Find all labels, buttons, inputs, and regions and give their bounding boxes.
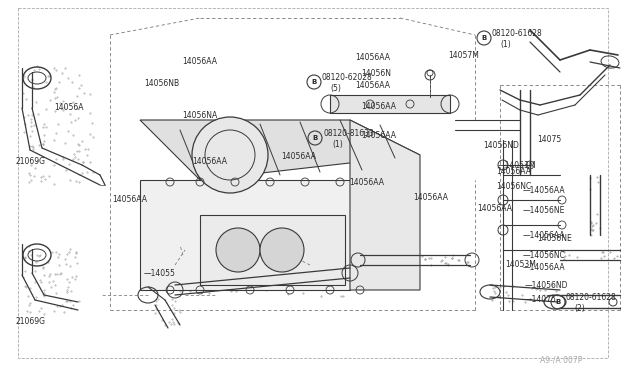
Text: B: B: [556, 299, 561, 305]
Text: 14075: 14075: [538, 135, 562, 144]
Text: 14056AA: 14056AA: [349, 178, 384, 187]
Text: B: B: [481, 35, 486, 41]
Text: 14056AA: 14056AA: [362, 102, 397, 110]
Text: B: B: [312, 135, 317, 141]
Bar: [200, 215, 345, 285]
Text: (1): (1): [500, 39, 511, 48]
Text: 14056NA: 14056NA: [182, 111, 218, 120]
Text: 14056NC: 14056NC: [496, 182, 531, 190]
Text: 14056A: 14056A: [54, 103, 84, 112]
Circle shape: [216, 228, 260, 272]
Text: 08120-62028: 08120-62028: [322, 73, 372, 81]
Text: 14056NB: 14056NB: [144, 79, 179, 88]
Text: 14056AA: 14056AA: [362, 131, 397, 140]
Text: 08120-61628: 08120-61628: [492, 29, 543, 38]
Text: 14056AA: 14056AA: [282, 152, 317, 161]
Text: 14056ND: 14056ND: [483, 141, 519, 150]
Text: 21069G: 21069G: [16, 157, 46, 166]
Text: —14056AA: —14056AA: [523, 231, 566, 240]
Text: —14056ND: —14056ND: [525, 280, 568, 289]
Text: A9-/A 007P: A9-/A 007P: [540, 356, 582, 365]
Text: 14057M: 14057M: [448, 51, 479, 60]
Text: 08120-81633: 08120-81633: [324, 128, 375, 138]
Text: (1): (1): [332, 140, 343, 148]
Text: —14075: —14075: [525, 295, 557, 305]
Circle shape: [192, 117, 268, 193]
Polygon shape: [350, 120, 420, 290]
Text: 14056AA: 14056AA: [192, 157, 227, 166]
Text: —14055: —14055: [144, 269, 176, 278]
Text: (2): (2): [574, 304, 585, 312]
Text: —14056AA: —14056AA: [523, 186, 566, 195]
Text: —14056AA: —14056AA: [523, 263, 566, 273]
Polygon shape: [140, 120, 420, 180]
Polygon shape: [140, 180, 350, 290]
Text: 14056N: 14056N: [362, 69, 392, 78]
Circle shape: [609, 298, 617, 306]
Text: 14053M: 14053M: [506, 260, 536, 269]
Text: 14056NE: 14056NE: [538, 234, 572, 243]
Text: 14056AA: 14056AA: [182, 57, 218, 66]
Text: 08120-61628: 08120-61628: [566, 292, 617, 301]
Text: 14056AA: 14056AA: [413, 193, 448, 202]
Text: 14056AA: 14056AA: [112, 195, 147, 203]
Circle shape: [260, 228, 304, 272]
Text: 14056AA: 14056AA: [477, 204, 512, 213]
Text: 14056AA: 14056AA: [355, 81, 390, 90]
Text: 14056AA: 14056AA: [496, 167, 531, 176]
Text: —14056NC: —14056NC: [523, 250, 566, 260]
Text: 14056AA: 14056AA: [355, 53, 390, 62]
Text: 21069G: 21069G: [16, 317, 46, 326]
Text: (5): (5): [330, 83, 341, 93]
Text: B: B: [312, 79, 317, 85]
Text: —14056NE: —14056NE: [523, 205, 565, 215]
Bar: [330, 95, 450, 113]
Text: —14053M: —14053M: [498, 160, 536, 170]
